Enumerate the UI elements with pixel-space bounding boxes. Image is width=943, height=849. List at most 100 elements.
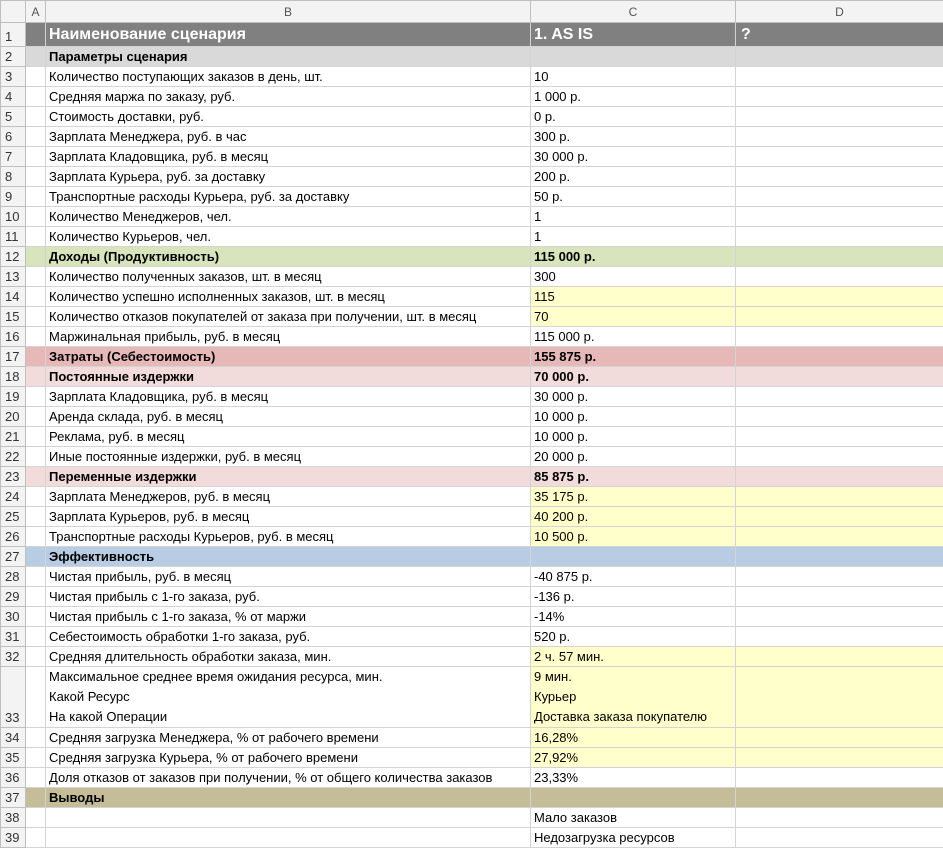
cell-a [25, 526, 46, 547]
sheet-row: 22 Иные постоянные издержки, руб. в месяц… [0, 446, 943, 467]
cell-b: Количество отказов покупателей от заказа… [45, 306, 531, 327]
row-number: 21 [0, 426, 26, 447]
cell-d [735, 206, 943, 227]
cell-b: Выводы [45, 787, 531, 808]
sheet-row: 15 Количество отказов покупателей от зака… [0, 306, 943, 327]
sheet-row: 10 Количество Менеджеров, чел. 1 [0, 206, 943, 227]
row-number: 27 [0, 546, 26, 567]
sheet-row: 28 Чистая прибыль, руб. в месяц -40 875 р. [0, 566, 943, 587]
row-number: 22 [0, 446, 26, 467]
cell-d [735, 366, 943, 387]
cell-d [735, 106, 943, 127]
sheet-row: 29 Чистая прибыль с 1-го заказа, руб. -136… [0, 586, 943, 607]
cell-a [25, 186, 46, 207]
cell-a [25, 566, 46, 587]
cell-b: Количество поступающих заказов в день, ш… [45, 66, 531, 87]
cell-c: 10 [530, 66, 736, 87]
cell-c: -14% [530, 606, 736, 627]
cell-b: Затраты (Себестоимость) [45, 346, 531, 367]
cell-b: Чистая прибыль, руб. в месяц [45, 566, 531, 587]
column-header: C [530, 0, 736, 23]
cell-a [25, 366, 46, 387]
cell-a [25, 206, 46, 227]
sheet-row: 24 Зарплата Менеджеров, руб. в месяц 35 17… [0, 486, 943, 507]
cell-a [25, 66, 46, 87]
cell-c: 1 [530, 226, 736, 247]
sheet-row: 31 Себестоимость обработки 1-го заказа, р… [0, 626, 943, 647]
cell-c: 115 000 р. [530, 326, 736, 347]
cell-d [735, 466, 943, 487]
cell-d [735, 546, 943, 567]
cell-d: ? [735, 22, 943, 47]
corner-cell [0, 0, 26, 23]
row-number: 3 [0, 66, 26, 87]
row-number: 17 [0, 346, 26, 367]
sheet-row: 2 Параметры сценария [0, 46, 943, 67]
cell-a [25, 166, 46, 187]
cell-a [25, 466, 46, 487]
cell-b: Себестоимость обработки 1-го заказа, руб… [45, 626, 531, 647]
cell-d [735, 186, 943, 207]
cell-d [735, 246, 943, 267]
cell-a [25, 146, 46, 167]
cell-b: Количество успешно исполненных заказов, … [45, 286, 531, 307]
cell-d [735, 747, 943, 768]
cell-c: 50 р. [530, 186, 736, 207]
cell-line: Курьер [534, 689, 577, 704]
row-number: 26 [0, 526, 26, 547]
sheet-row: 3 Количество поступающих заказов в день, … [0, 66, 943, 87]
row-number: 30 [0, 606, 26, 627]
row-number: 32 [0, 646, 26, 667]
cell-a [25, 106, 46, 127]
sheet-row: 1 Наименование сценария 1. AS IS? [0, 22, 943, 47]
cell-d [735, 626, 943, 647]
row-number: 24 [0, 486, 26, 507]
cell-c: 10 500 р. [530, 526, 736, 547]
cell-d [735, 767, 943, 788]
cell-d [735, 86, 943, 107]
cell-a [25, 386, 46, 407]
row-number: 14 [0, 286, 26, 307]
row-number: 33 [0, 666, 26, 728]
sheet-row: 18 Постоянные издержки 70 000 р. [0, 366, 943, 387]
row-number: 6 [0, 126, 26, 147]
cell-b: Максимальное среднее время ожидания ресу… [45, 666, 531, 728]
sheet-row: 25 Зарплата Курьеров, руб. в месяц 40 200 … [0, 506, 943, 527]
row-number: 28 [0, 566, 26, 587]
cell-c: 1 [530, 206, 736, 227]
row-number: 34 [0, 727, 26, 748]
sheet-row: 35 Средняя загрузка Курьера, % от рабочег… [0, 747, 943, 768]
cell-a [25, 546, 46, 567]
row-number: 18 [0, 366, 26, 387]
sheet-row: 26 Транспортные расходы Курьеров, руб. в … [0, 526, 943, 547]
cell-d [735, 827, 943, 848]
cell-c: 20 000 р. [530, 446, 736, 467]
column-header: D [735, 0, 943, 23]
cell-b: Средняя загрузка Менеджера, % от рабочег… [45, 727, 531, 748]
cell-b [45, 807, 531, 828]
cell-d [735, 807, 943, 828]
cell-b: Доля отказов от заказов при получении, %… [45, 767, 531, 788]
cell-c: 10 000 р. [530, 426, 736, 447]
cell-b: Средняя загрузка Курьера, % от рабочего … [45, 747, 531, 768]
cell-a [25, 807, 46, 828]
cell-d [735, 446, 943, 467]
cell-b: Чистая прибыль с 1-го заказа, % от маржи [45, 606, 531, 627]
cell-a [25, 266, 46, 287]
cell-b: Зарплата Менеджеров, руб. в месяц [45, 486, 531, 507]
cell-a [25, 606, 46, 627]
row-number: 16 [0, 326, 26, 347]
cell-c [530, 46, 736, 67]
row-number: 8 [0, 166, 26, 187]
cell-d [735, 727, 943, 748]
cell-b: Эффективность [45, 546, 531, 567]
cell-line: Какой Ресурс [49, 689, 130, 704]
cell-b: Зарплата Курьеров, руб. в месяц [45, 506, 531, 527]
cell-d [735, 426, 943, 447]
sheet-row: 12 Доходы (Продуктивность) 115 000 р. [0, 246, 943, 267]
cell-b: Аренда склада, руб. в месяц [45, 406, 531, 427]
row-number: 2 [0, 46, 26, 67]
sheet-row: 37 Выводы [0, 787, 943, 808]
